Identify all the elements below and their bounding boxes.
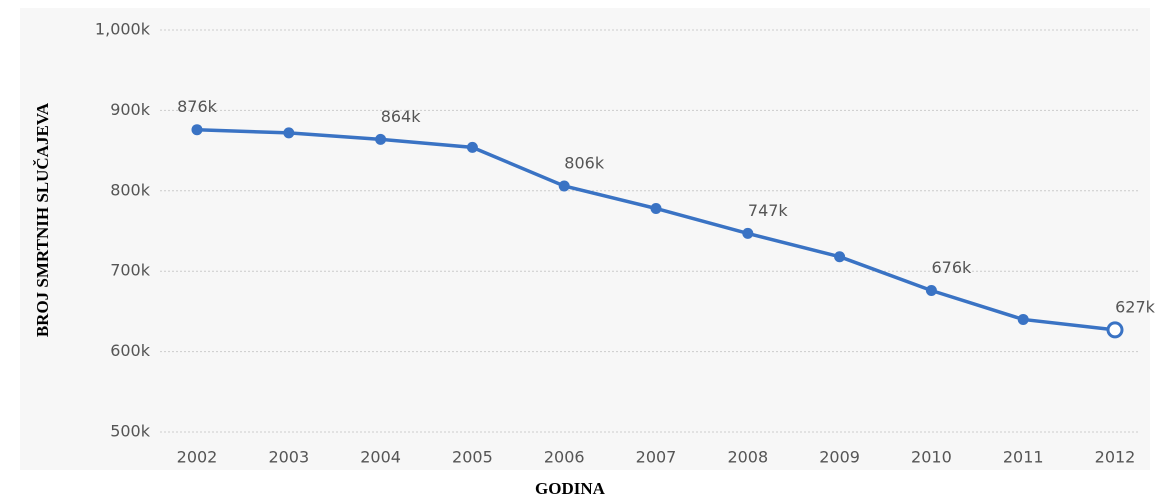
data-label: 864k [381, 107, 422, 126]
x-tick-label: 2012 [1095, 448, 1136, 467]
x-tick-label: 2009 [819, 448, 860, 467]
plot-background [20, 8, 1150, 470]
point [1106, 321, 1124, 339]
x-tick-label: 2008 [727, 448, 768, 467]
x-tick-label: 2002 [177, 448, 218, 467]
data-label: 627k [1115, 297, 1156, 316]
point [283, 127, 295, 139]
y-tick-label: 600k [110, 341, 151, 360]
data-label: 876k [177, 97, 218, 116]
point [925, 284, 937, 296]
data-label: 676k [931, 258, 972, 277]
data-label: 747k [748, 201, 789, 220]
y-axis-title: BROJ SMRTNIH SLUČAJEVA [33, 102, 52, 337]
point [742, 227, 754, 239]
y-tick-label: 800k [110, 180, 151, 199]
x-tick-label: 2010 [911, 448, 952, 467]
x-axis-title: GODINA [535, 479, 606, 498]
point [650, 202, 662, 214]
point [558, 180, 570, 192]
point [1017, 313, 1029, 325]
point [834, 251, 846, 263]
point [191, 124, 203, 136]
y-tick-label: 700k [110, 261, 151, 280]
x-tick-label: 2007 [636, 448, 677, 467]
x-tick-label: 2005 [452, 448, 493, 467]
data-label: 806k [564, 153, 605, 172]
y-tick-label: 500k [110, 422, 151, 441]
y-tick-label: 900k [110, 100, 151, 119]
x-tick-label: 2006 [544, 448, 585, 467]
point [375, 133, 387, 145]
x-tick-label: 2004 [360, 448, 401, 467]
x-tick-label: 2011 [1003, 448, 1044, 467]
point [466, 141, 478, 153]
x-tick-label: 2003 [268, 448, 309, 467]
y-tick-label: 1,000k [95, 20, 151, 39]
